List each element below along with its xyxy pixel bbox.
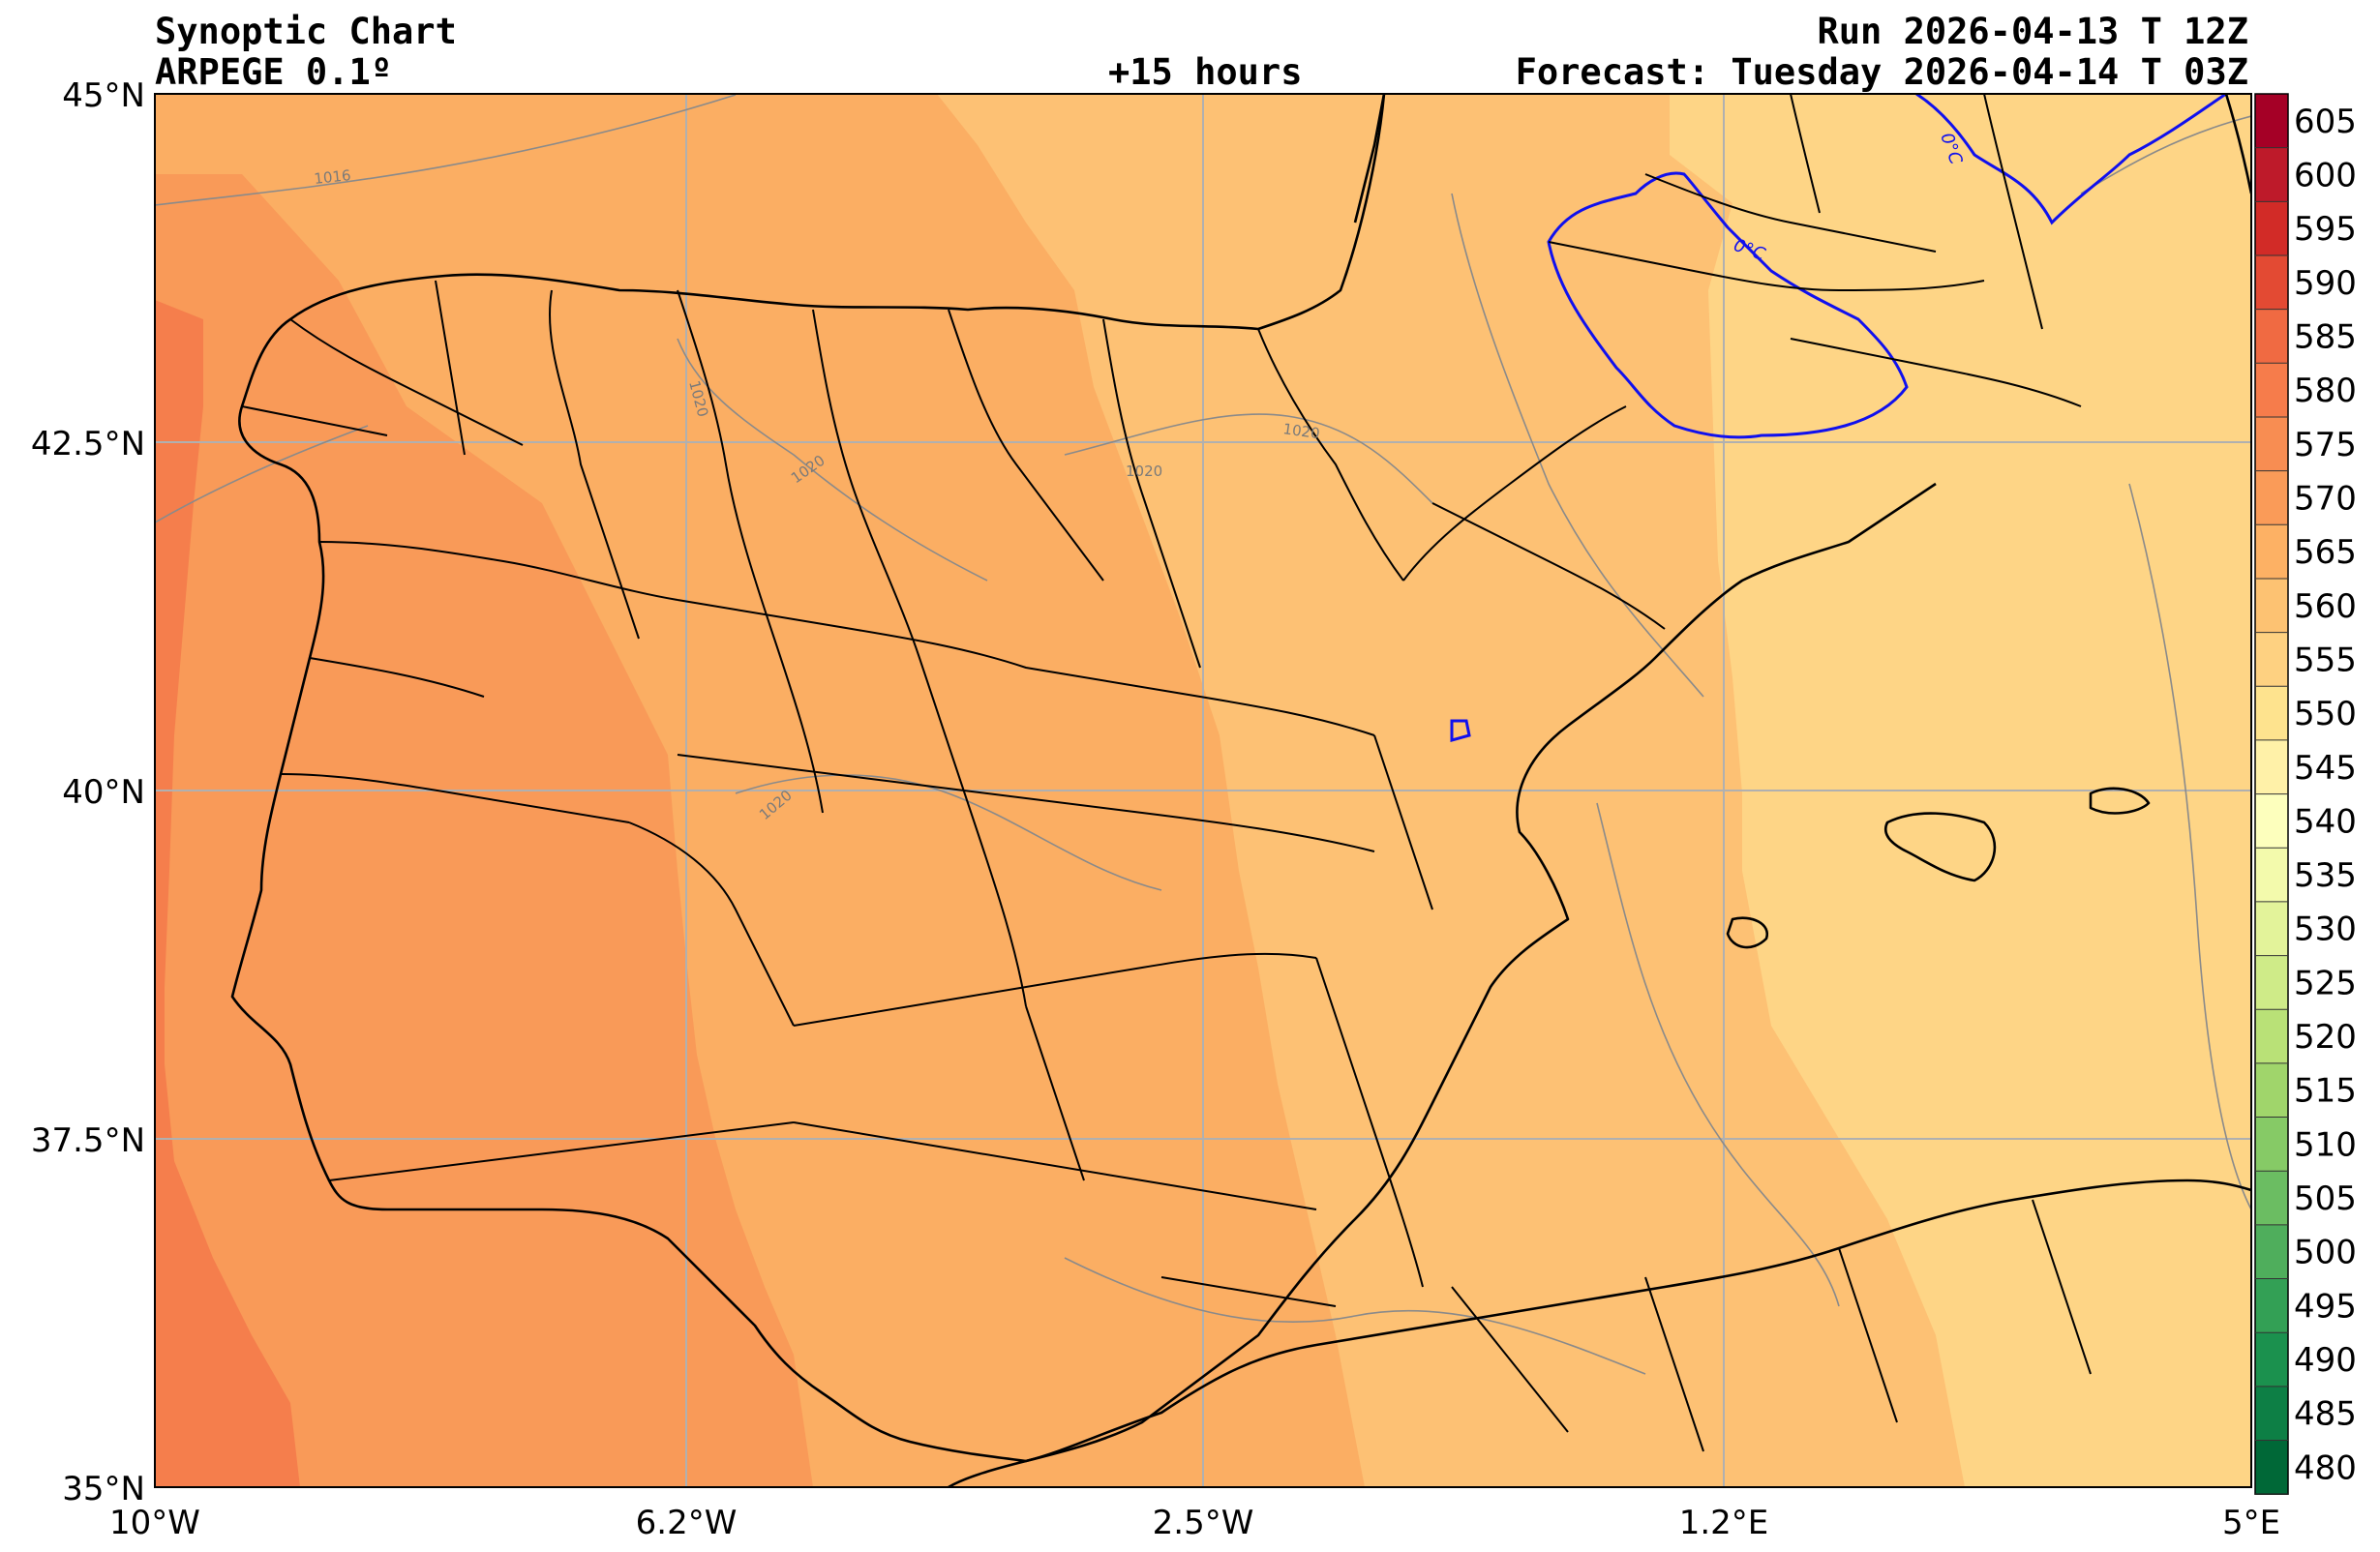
colorbar-label: 480	[2294, 1448, 2357, 1487]
colorbar: 605 600 595 590 585 580 575 570 565 560 555 550 545 5…	[2254, 93, 2357, 1495]
colorbar-label: 520	[2294, 1018, 2357, 1057]
colorbar-swatch	[2255, 901, 2288, 957]
isobar-label: 1020	[1126, 463, 1162, 480]
colorbar-label: 590	[2294, 264, 2357, 303]
lon-tick: 10°W	[109, 1504, 200, 1542]
geopotential-fill: 1016 1020 1020 1020 1020 1020 0°C 0°C	[155, 94, 2251, 1487]
forecast-time: Forecast: Tuesday 2026-04-14 T 03Z	[1515, 51, 2248, 93]
colorbar-label: 580	[2294, 372, 2357, 410]
colorbar-label: 575	[2294, 426, 2357, 464]
colorbar-swatch	[2255, 955, 2288, 1011]
freezing-level	[1450, 94, 2227, 742]
lon-axis: 10°W 6.2°W 2.5°W 1.2°E 5°E	[109, 1504, 2280, 1542]
lat-tick: 40°N	[62, 773, 145, 812]
colorbar-label: 605	[2294, 103, 2357, 141]
colorbar-label: 540	[2294, 802, 2357, 841]
colorbar-swatch	[2255, 1009, 2288, 1064]
colorbar-swatch	[2255, 1386, 2288, 1442]
colorbar-swatch	[2255, 254, 2288, 311]
colorbar-label: 560	[2294, 587, 2357, 626]
colorbar-swatch	[2255, 578, 2288, 634]
lat-tick: 45°N	[62, 76, 145, 115]
colorbar-swatch	[2255, 470, 2288, 526]
colorbar-swatch	[2255, 1171, 2288, 1226]
colorbar-swatch	[2255, 793, 2288, 850]
colorbar-label: 545	[2294, 749, 2357, 788]
colorbar-label: 490	[2294, 1341, 2357, 1380]
lat-tick: 42.5°N	[31, 425, 145, 463]
lat-axis: 45°N 42.5°N 40°N 37.5°N 35°N	[31, 76, 145, 1508]
lon-tick: 5°E	[2222, 1504, 2280, 1542]
colorbar-label: 570	[2294, 479, 2357, 518]
colorbar-swatch	[2255, 147, 2288, 203]
colorbar-swatch	[2255, 848, 2288, 903]
isobar-label: 1016	[314, 166, 352, 188]
colorbar-swatch	[2255, 1278, 2288, 1333]
colorbar-label: 495	[2294, 1287, 2357, 1326]
colorbar-label: 585	[2294, 317, 2357, 356]
graticule	[155, 94, 2251, 1487]
colorbar-swatch	[2255, 1440, 2288, 1495]
colorbar-swatch	[2255, 416, 2288, 472]
map-frame	[154, 93, 2252, 1488]
lead-time: +15 hours	[1108, 51, 1303, 93]
colorbar-label: 525	[2294, 964, 2357, 1002]
colorbar-label: 600	[2294, 156, 2357, 194]
lon-tick: 2.5°W	[1153, 1504, 1254, 1542]
colorbar-swatch	[2255, 686, 2288, 741]
colorbar-swatch	[2255, 1332, 2288, 1388]
lat-tick: 35°N	[62, 1470, 145, 1508]
colorbar-swatch	[2255, 309, 2288, 365]
lon-tick: 6.2°W	[636, 1504, 738, 1542]
run-time: Run 2026-04-13 T 12Z	[1817, 11, 2248, 52]
admin-borders	[241, 94, 2092, 1452]
isobar-label: 1020	[1281, 420, 1320, 442]
colorbar-swatch	[2255, 94, 2288, 149]
colorbar-label: 535	[2294, 856, 2357, 895]
colorbar-swatch	[2255, 1062, 2288, 1119]
colorbar-label: 530	[2294, 910, 2357, 949]
model-name: ARPEGE 0.1º	[155, 51, 393, 93]
colorbar-label: 595	[2294, 210, 2357, 249]
lon-tick: 1.2°E	[1679, 1504, 1769, 1542]
colorbar-swatch	[2255, 201, 2288, 256]
colorbar-label: 550	[2294, 695, 2357, 733]
colorbar-label: 500	[2294, 1234, 2357, 1272]
colorbar-swatch	[2255, 632, 2288, 688]
colorbar-swatch	[2255, 524, 2288, 580]
isobars	[155, 94, 2251, 1375]
lat-tick: 37.5°N	[31, 1121, 145, 1160]
colorbar-label: 515	[2294, 1072, 2357, 1111]
colorbar-label: 485	[2294, 1395, 2357, 1434]
coastline	[230, 94, 2251, 1487]
colorbar-swatch	[2255, 739, 2288, 795]
colorbar-label: 565	[2294, 533, 2357, 572]
colorbar-swatch	[2255, 363, 2288, 418]
colorbar-label: 505	[2294, 1179, 2357, 1218]
chart-title: Synoptic Chart	[155, 11, 457, 52]
colorbar-swatch	[2255, 1224, 2288, 1280]
colorbar-label: 510	[2294, 1125, 2357, 1164]
colorbar-label: 555	[2294, 641, 2357, 679]
colorbar-swatch	[2255, 1117, 2288, 1173]
